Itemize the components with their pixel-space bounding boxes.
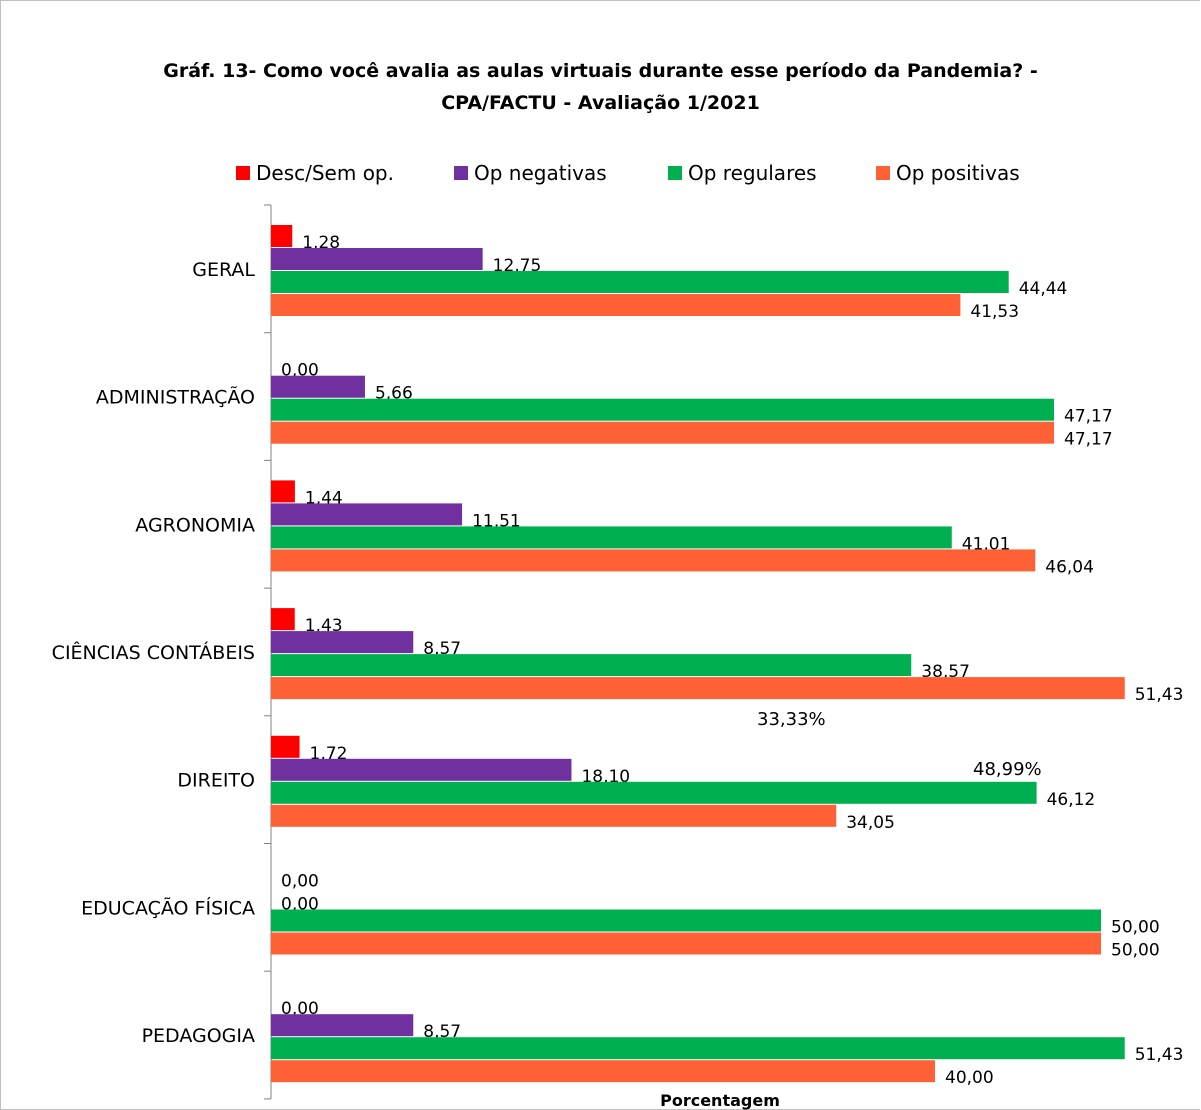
legend-item-op-regulares: Op regulares xyxy=(668,158,817,188)
legend-swatch xyxy=(668,166,682,180)
legend-item-op-negativas: Op negativas xyxy=(454,158,607,188)
category-label-pedagogia: PEDAGOGIA xyxy=(142,1025,255,1047)
bar-op-negativas-ciencias-contabeis xyxy=(271,631,414,654)
legend-swatch xyxy=(236,166,250,180)
chart-legend: Desc/Sem op. Op negativas Op regulares Op p… xyxy=(0,158,1201,188)
bar-op-positivas-agronomia xyxy=(271,549,1036,572)
chart-subtitle: CPA/FACTU - Avaliação 1/2021 xyxy=(441,92,760,114)
legend-label: Desc/Sem op. xyxy=(256,161,394,185)
data-label-op-regulares-geral: 44,44 xyxy=(1019,279,1068,299)
data-label-op-positivas-geral: 41,53 xyxy=(970,302,1019,322)
chart-title: Gráf. 13- Como você avalia as aulas virt… xyxy=(163,60,1038,82)
annotation-label: 48,99% xyxy=(973,759,1042,780)
bar-op-negativas-pedagogia xyxy=(271,1014,414,1037)
bar-desc-sem-op-direito xyxy=(271,735,300,758)
bar-op-positivas-pedagogia xyxy=(271,1060,935,1083)
data-label-op-regulares-direito: 46,12 xyxy=(1047,790,1096,810)
data-label-desc-sem-op-educacao-fisica: 0,00 xyxy=(281,872,319,892)
bar-op-regulares-direito xyxy=(271,781,1037,804)
bar-op-regulares-administracao xyxy=(271,398,1055,421)
chart-title-block: Gráf. 13- Como você avalia as aulas virt… xyxy=(0,55,1201,119)
data-label-op-positivas-ciencias-contabeis: 51,43 xyxy=(1135,685,1184,705)
bar-op-negativas-agronomia xyxy=(271,503,463,526)
data-label-op-regulares-educacao-fisica: 50,00 xyxy=(1111,918,1160,938)
x-axis-title: Porcentagem xyxy=(660,1091,780,1110)
bar-op-positivas-ciencias-contabeis xyxy=(271,677,1125,700)
legend-item-op-positivas: Op positivas xyxy=(876,158,1020,188)
legend-item-desc-sem-op: Desc/Sem op. xyxy=(236,158,394,188)
data-label-op-positivas-administracao: 47,17 xyxy=(1064,430,1113,450)
bar-op-regulares-agronomia xyxy=(271,526,952,549)
bar-op-regulares-geral xyxy=(271,271,1009,293)
category-label-educacao-fisica: EDUCAÇÃO FÍSICA xyxy=(81,896,255,919)
bar-op-regulares-educacao-fisica xyxy=(271,909,1101,932)
bar-desc-sem-op-agronomia xyxy=(271,480,295,503)
category-label-administracao: ADMINISTRAÇÃO xyxy=(96,386,255,409)
category-label-ciencias-contabeis: CIÊNCIAS CONTÁBEIS xyxy=(52,641,255,664)
bar-op-regulares-ciencias-contabeis xyxy=(271,654,912,677)
data-label-op-positivas-educacao-fisica: 50,00 xyxy=(1111,941,1160,961)
legend-swatch xyxy=(454,166,468,180)
legend-label: Op positivas xyxy=(896,161,1020,185)
bar-op-negativas-direito xyxy=(271,758,572,781)
legend-swatch xyxy=(876,166,890,180)
bar-op-negativas-geral xyxy=(271,248,483,270)
data-label-op-positivas-agronomia: 46,04 xyxy=(1045,557,1094,577)
bar-desc-sem-op-geral xyxy=(271,225,293,247)
bar-desc-sem-op-ciencias-contabeis xyxy=(271,608,295,631)
bar-op-negativas-administracao xyxy=(271,375,365,398)
bar-op-positivas-direito xyxy=(271,804,837,827)
bar-op-positivas-administracao xyxy=(271,421,1055,444)
bar-op-regulares-pedagogia xyxy=(271,1037,1125,1060)
data-label-op-positivas-pedagogia: 40,00 xyxy=(945,1068,994,1088)
bar-op-positivas-educacao-fisica xyxy=(271,932,1101,955)
legend-label: Op negativas xyxy=(474,161,607,185)
data-label-op-positivas-direito: 34,05 xyxy=(846,813,895,833)
bar-op-positivas-geral xyxy=(271,294,961,316)
category-label-agronomia: AGRONOMIA xyxy=(135,514,255,536)
legend-label: Op regulares xyxy=(688,161,817,185)
data-label-op-regulares-administracao: 47,17 xyxy=(1064,407,1113,427)
category-label-direito: DIREITO xyxy=(177,770,255,792)
data-label-op-regulares-pedagogia: 51,43 xyxy=(1135,1045,1184,1065)
category-label-geral: GERAL xyxy=(192,259,255,281)
annotation-label: 33,33% xyxy=(757,709,826,730)
